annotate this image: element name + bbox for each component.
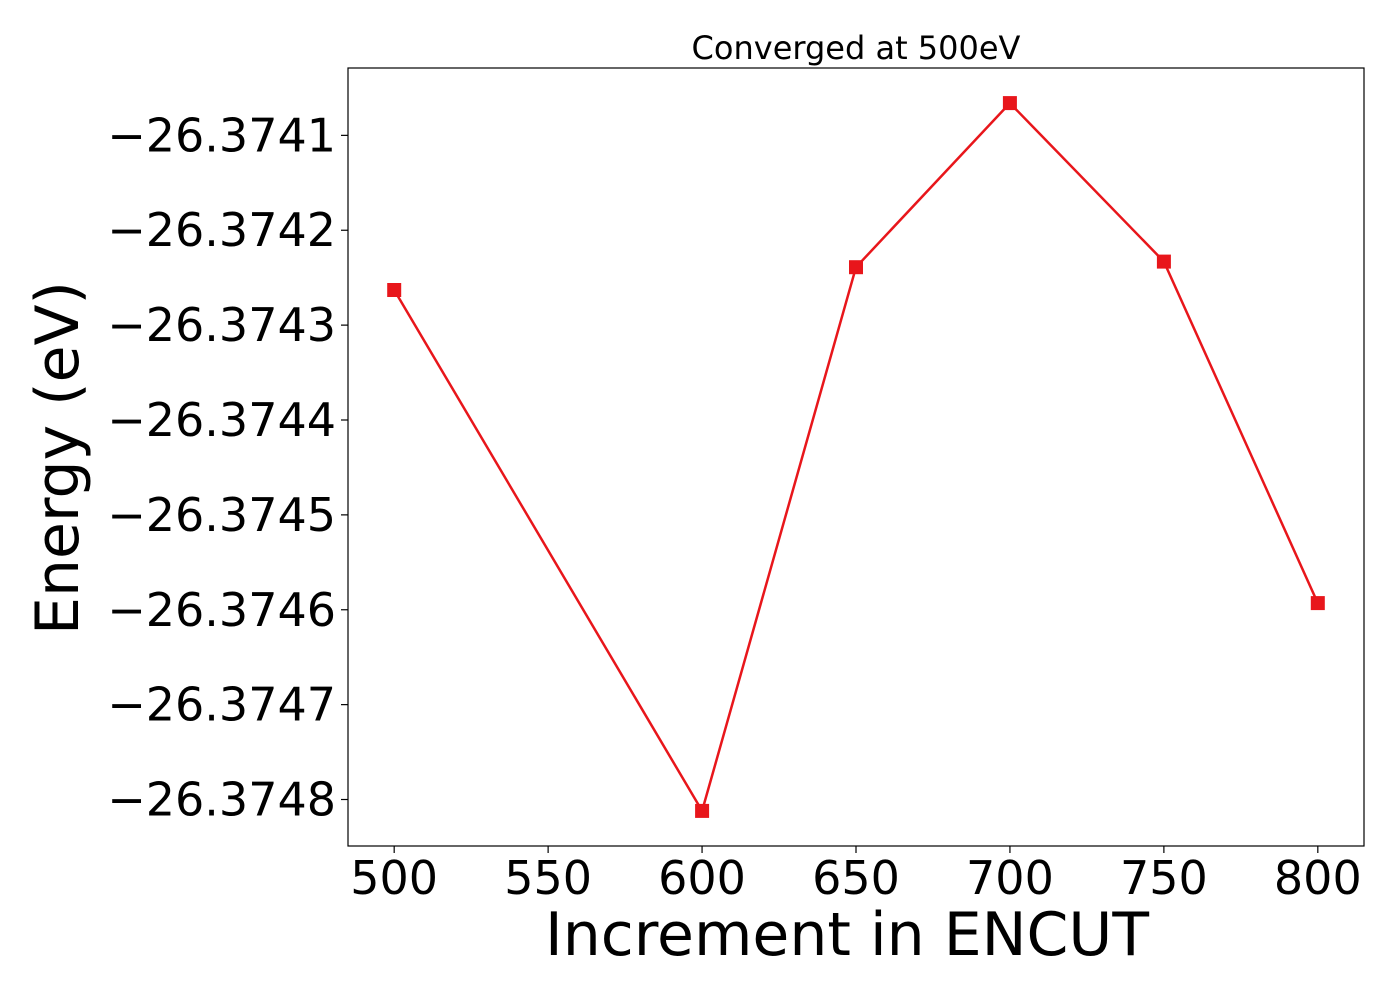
chart-title: Converged at 500eV [692, 29, 1021, 67]
y-axis-label: Energy (eV) [23, 281, 93, 635]
y-tick-label: −26.3745 [107, 488, 336, 542]
data-point-marker [1002, 96, 1017, 111]
data-point-marker [695, 803, 710, 818]
data-point-marker [1156, 254, 1171, 269]
x-axis-label: Increment in ENCUT [545, 900, 1149, 970]
data-point-marker [1310, 596, 1325, 611]
y-tick-label: −26.3747 [107, 678, 336, 732]
y-tick-label: −26.3743 [107, 298, 336, 352]
axes [347, 67, 1365, 847]
series-line [393, 101, 1319, 813]
x-axis-ticks: 500 550 600 650 700 750 800 [350, 846, 1362, 905]
data-point-marker [387, 283, 402, 297]
x-tick-label: 800 [1274, 851, 1362, 905]
x-tick-label: 750 [1120, 851, 1208, 905]
data-point-marker [849, 260, 863, 275]
x-tick-label: 700 [966, 851, 1054, 905]
y-axis-ticks: −26.3748 −26.3747 −26.3746 −26.3745 −26.3744… [107, 108, 348, 827]
series-area [387, 96, 1325, 818]
x-tick-label: 650 [812, 851, 900, 905]
x-tick-label: 500 [350, 851, 438, 905]
x-tick-label: 600 [658, 851, 746, 905]
y-tick-label: −26.3742 [107, 203, 336, 257]
plot-frame [347, 67, 1365, 847]
x-tick-label: 550 [504, 851, 592, 905]
y-tick-label: −26.3748 [107, 773, 336, 827]
y-tick-label: −26.3744 [107, 393, 336, 447]
y-tick-label: −26.3746 [107, 583, 336, 637]
y-tick-label: −26.3741 [107, 108, 336, 162]
